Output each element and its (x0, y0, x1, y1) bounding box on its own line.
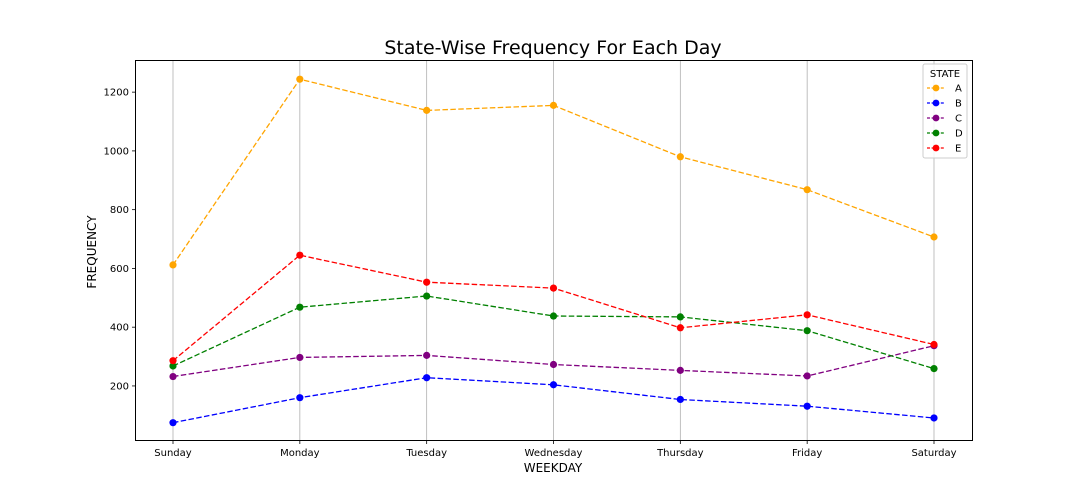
data-point-c (423, 351, 431, 359)
legend-title: STATE (930, 69, 960, 80)
legend-swatch-marker (932, 84, 940, 92)
data-point-e (549, 284, 558, 292)
data-point-d (169, 362, 177, 370)
data-point-a (296, 75, 304, 83)
data-point-c (676, 366, 684, 374)
data-point-d (676, 313, 684, 321)
data-point-d (930, 365, 938, 373)
series-b (169, 374, 938, 427)
data-point-c (296, 353, 304, 362)
legend-label: B (955, 99, 962, 110)
data-point-a (803, 186, 811, 194)
y-tick-label: 200 (110, 381, 129, 392)
legend-label: D (955, 129, 963, 140)
data-point-d (423, 292, 431, 300)
data-point-b (423, 374, 431, 382)
data-point-a (169, 261, 177, 269)
y-tick-label: 1000 (104, 146, 129, 157)
data-point-c (549, 360, 558, 369)
legend-swatch-marker (932, 99, 940, 107)
data-point-d (803, 327, 811, 335)
data-point-b (549, 381, 558, 389)
y-axis-label: FREQUENCY (85, 215, 99, 289)
data-point-b (169, 419, 177, 427)
data-point-b (296, 394, 304, 402)
data-point-a (549, 101, 558, 109)
series-c (169, 342, 938, 381)
data-point-b (803, 402, 811, 410)
x-tick-label: Monday (280, 448, 320, 459)
chart-title: State-Wise Frequency For Each Day (384, 37, 721, 59)
series-a (169, 75, 938, 269)
legend-swatch-marker (932, 129, 940, 137)
x-tick-label: Sunday (154, 448, 191, 459)
data-point-b (676, 395, 684, 404)
y-tick-label: 400 (110, 323, 129, 334)
data-point-e (296, 251, 304, 259)
x-tick-label: Tuesday (405, 448, 447, 459)
x-tick-label: Friday (792, 448, 822, 459)
tick-layer: Sunday Monday Tuesday Wednesday Thursday Frid… (104, 88, 957, 459)
x-tick-label: Wednesday (525, 448, 583, 459)
data-point-e (930, 340, 938, 349)
series-e (169, 251, 938, 365)
data-point-b (930, 414, 938, 422)
data-point-c (169, 372, 177, 381)
legend-label: C (955, 114, 962, 125)
x-tick-label: Thursday (656, 448, 704, 459)
data-point-a (676, 153, 684, 161)
data-point-e (803, 311, 811, 319)
data-point-e (423, 278, 431, 286)
legend-label: E (955, 144, 961, 155)
y-tick-label: 1200 (104, 88, 129, 99)
legend-label: A (955, 84, 962, 95)
y-tick-label: 600 (110, 264, 129, 275)
series-d (169, 292, 938, 373)
data-point-a (930, 233, 938, 241)
data-point-e (169, 357, 177, 365)
legend-swatch-marker (932, 144, 940, 152)
series-layer (169, 75, 938, 427)
plot-frame (135, 60, 973, 441)
data-point-c (803, 372, 811, 380)
x-tick-label: Saturday (911, 448, 956, 459)
legend-swatch-marker (932, 114, 940, 122)
data-point-e (676, 324, 684, 332)
data-point-d (549, 312, 558, 320)
data-point-a (423, 106, 431, 114)
y-tick-label: 800 (110, 205, 129, 216)
x-axis-label: WEEKDAY (524, 461, 583, 475)
data-point-d (296, 303, 304, 311)
